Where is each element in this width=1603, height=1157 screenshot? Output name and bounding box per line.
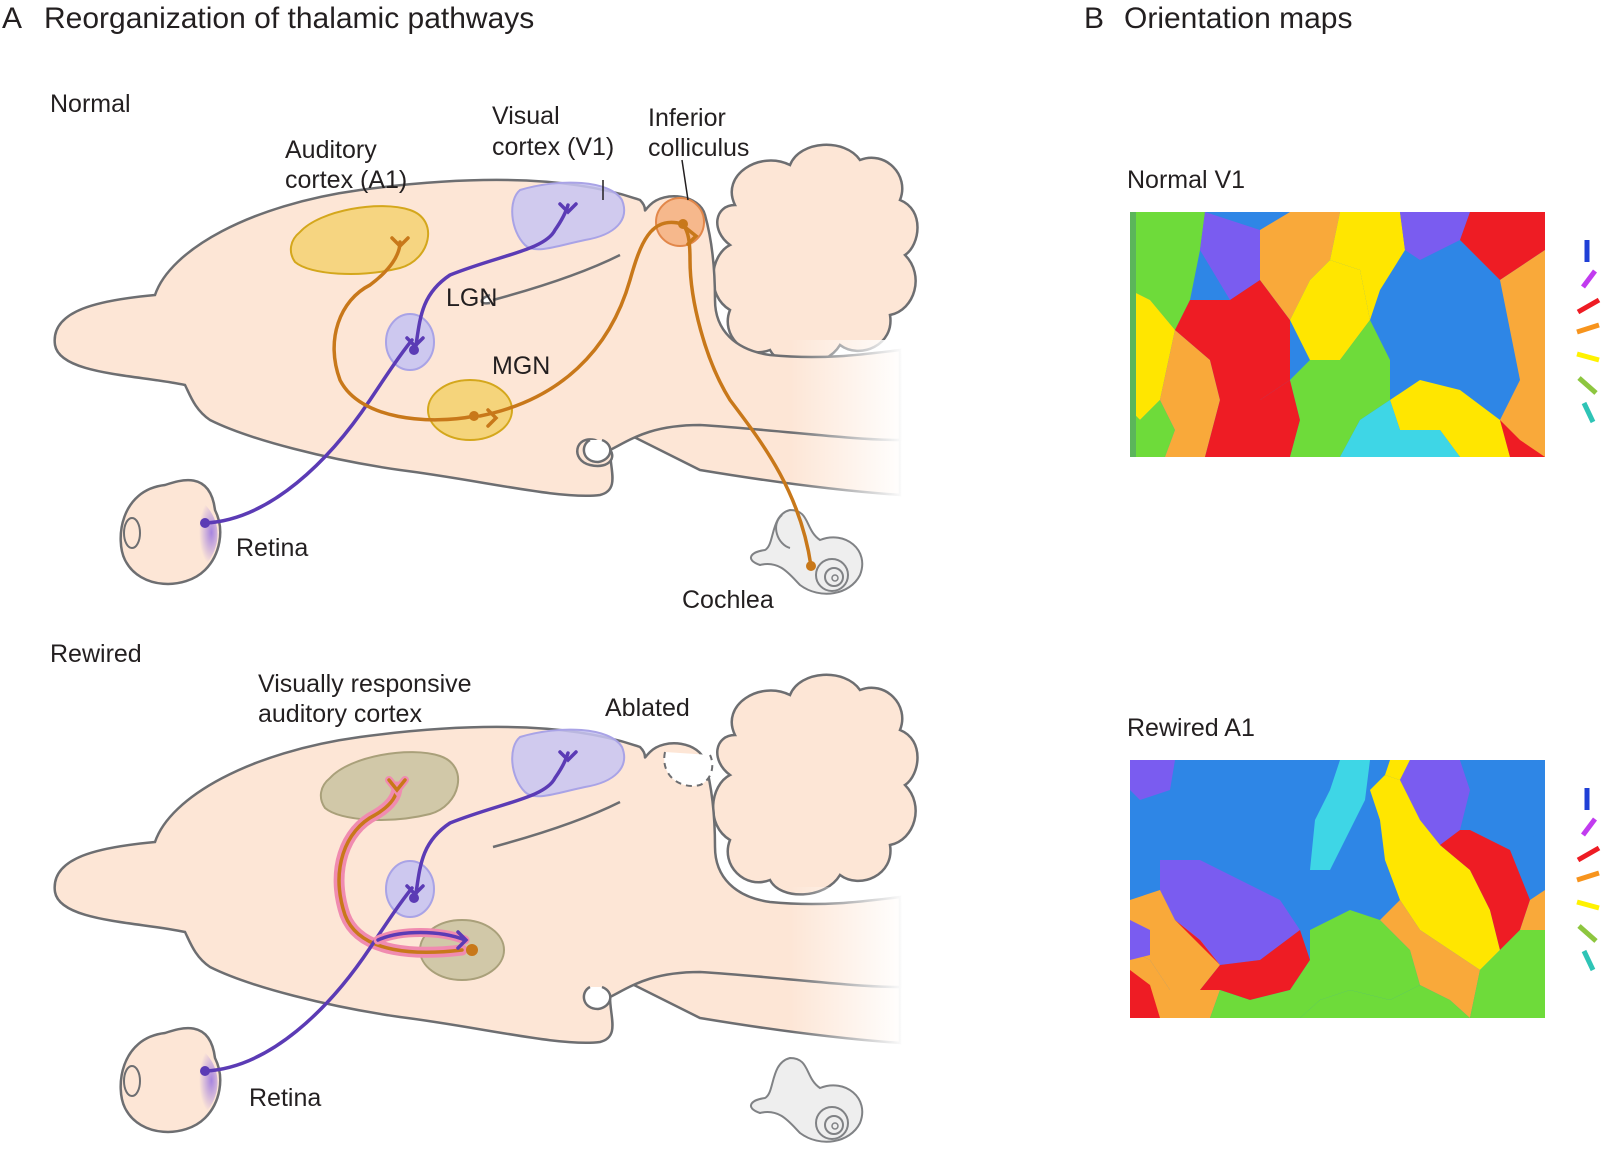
rewired-visual-cortex-region [511,728,626,798]
rewired-cochlea-icon [750,1056,864,1143]
rewired-eye-icon [119,1026,222,1134]
normal-cochlea-to-ic-path [682,224,813,568]
inferior-colliculus-label-2: colliculus [648,134,749,162]
normal-retina-to-lgn-path [203,338,414,525]
normal-ic-to-mgn-path [478,220,684,418]
cochlea-label: Cochlea [682,586,774,614]
rewired-orientation-bar-6 [1577,924,1598,943]
rewired-brain-diagram: Rewired [50,640,919,1143]
lgn-label: LGN [446,284,497,312]
rewired-orientation-bar-3 [1576,845,1601,863]
auditory-cortex-label-1: Auditory [285,136,377,164]
normal-cochlea-icon [750,508,864,595]
rewired-orientation-bar-7 [1581,949,1596,972]
rewired-orientation-key [1576,788,1601,972]
ablated-label: Ablated [605,694,690,722]
rewired-lgn-to-v1-path [413,751,570,902]
normal-v1-map-label: Normal V1 [1127,166,1245,194]
rewired-cerebrum [53,725,902,1044]
visual-cortex-v1-region [511,181,626,251]
rewired-mgn-to-a1-path [337,785,464,954]
vrac-label-1: Visually responsive [258,670,472,698]
normal-brain-diagram: Normal [50,90,919,614]
normal-orientation-bar-6 [1577,376,1598,395]
panel-b-letter: B [1084,2,1104,35]
vrac-label-2: auditory cortex [258,700,422,728]
auditory-cortex-a1-region [289,205,429,275]
normal-orientation-bar-2 [1581,269,1597,289]
rewired-orientation-bar-5 [1576,899,1600,911]
normal-orientation-bar-4 [1576,322,1600,335]
normal-orientation-bar-3 [1576,297,1601,315]
panel-b-title: Orientation maps [1124,2,1352,35]
rewired-a1-orientation-map [1130,760,1545,1018]
rewired-retina-to-lgn-path [203,886,414,1073]
rewired-a1-map-label: Rewired A1 [1127,714,1255,742]
normal-v1-orientation-map [1130,212,1545,457]
normal-orientation-key [1576,240,1601,424]
rewired-retina-to-mgn-path [376,930,467,942]
panel-a-title: Reorganization of thalamic pathways [44,2,534,35]
normal-lgn-to-v1-path [413,203,570,354]
ablated-ic-outline [663,751,714,787]
normal-eye-icon [119,478,222,586]
visual-cortex-label-2: cortex (V1) [492,133,614,161]
visual-cortex-label-1: Visual [492,102,560,130]
auditory-cortex-label-2: cortex (A1) [285,166,407,194]
rewired-orientation-bar-2 [1581,817,1597,837]
rewired-orientation-bar-4 [1576,870,1600,883]
normal-cerebellum [711,143,919,366]
panel-a-letter: A [2,2,22,35]
normal-orientation-bar-5 [1576,351,1600,363]
rewired-cerebellum [711,673,919,896]
normal-heading: Normal [50,90,131,118]
normal-orientation-bar-7 [1581,401,1596,424]
mgn-label: MGN [492,352,550,380]
normal-retina-label: Retina [236,534,308,562]
rewired-heading: Rewired [50,640,142,668]
rewired-retina-label: Retina [249,1084,321,1112]
inferior-colliculus-label-1: Inferior [648,104,726,132]
normal-mgn-to-a1-path [332,240,477,422]
